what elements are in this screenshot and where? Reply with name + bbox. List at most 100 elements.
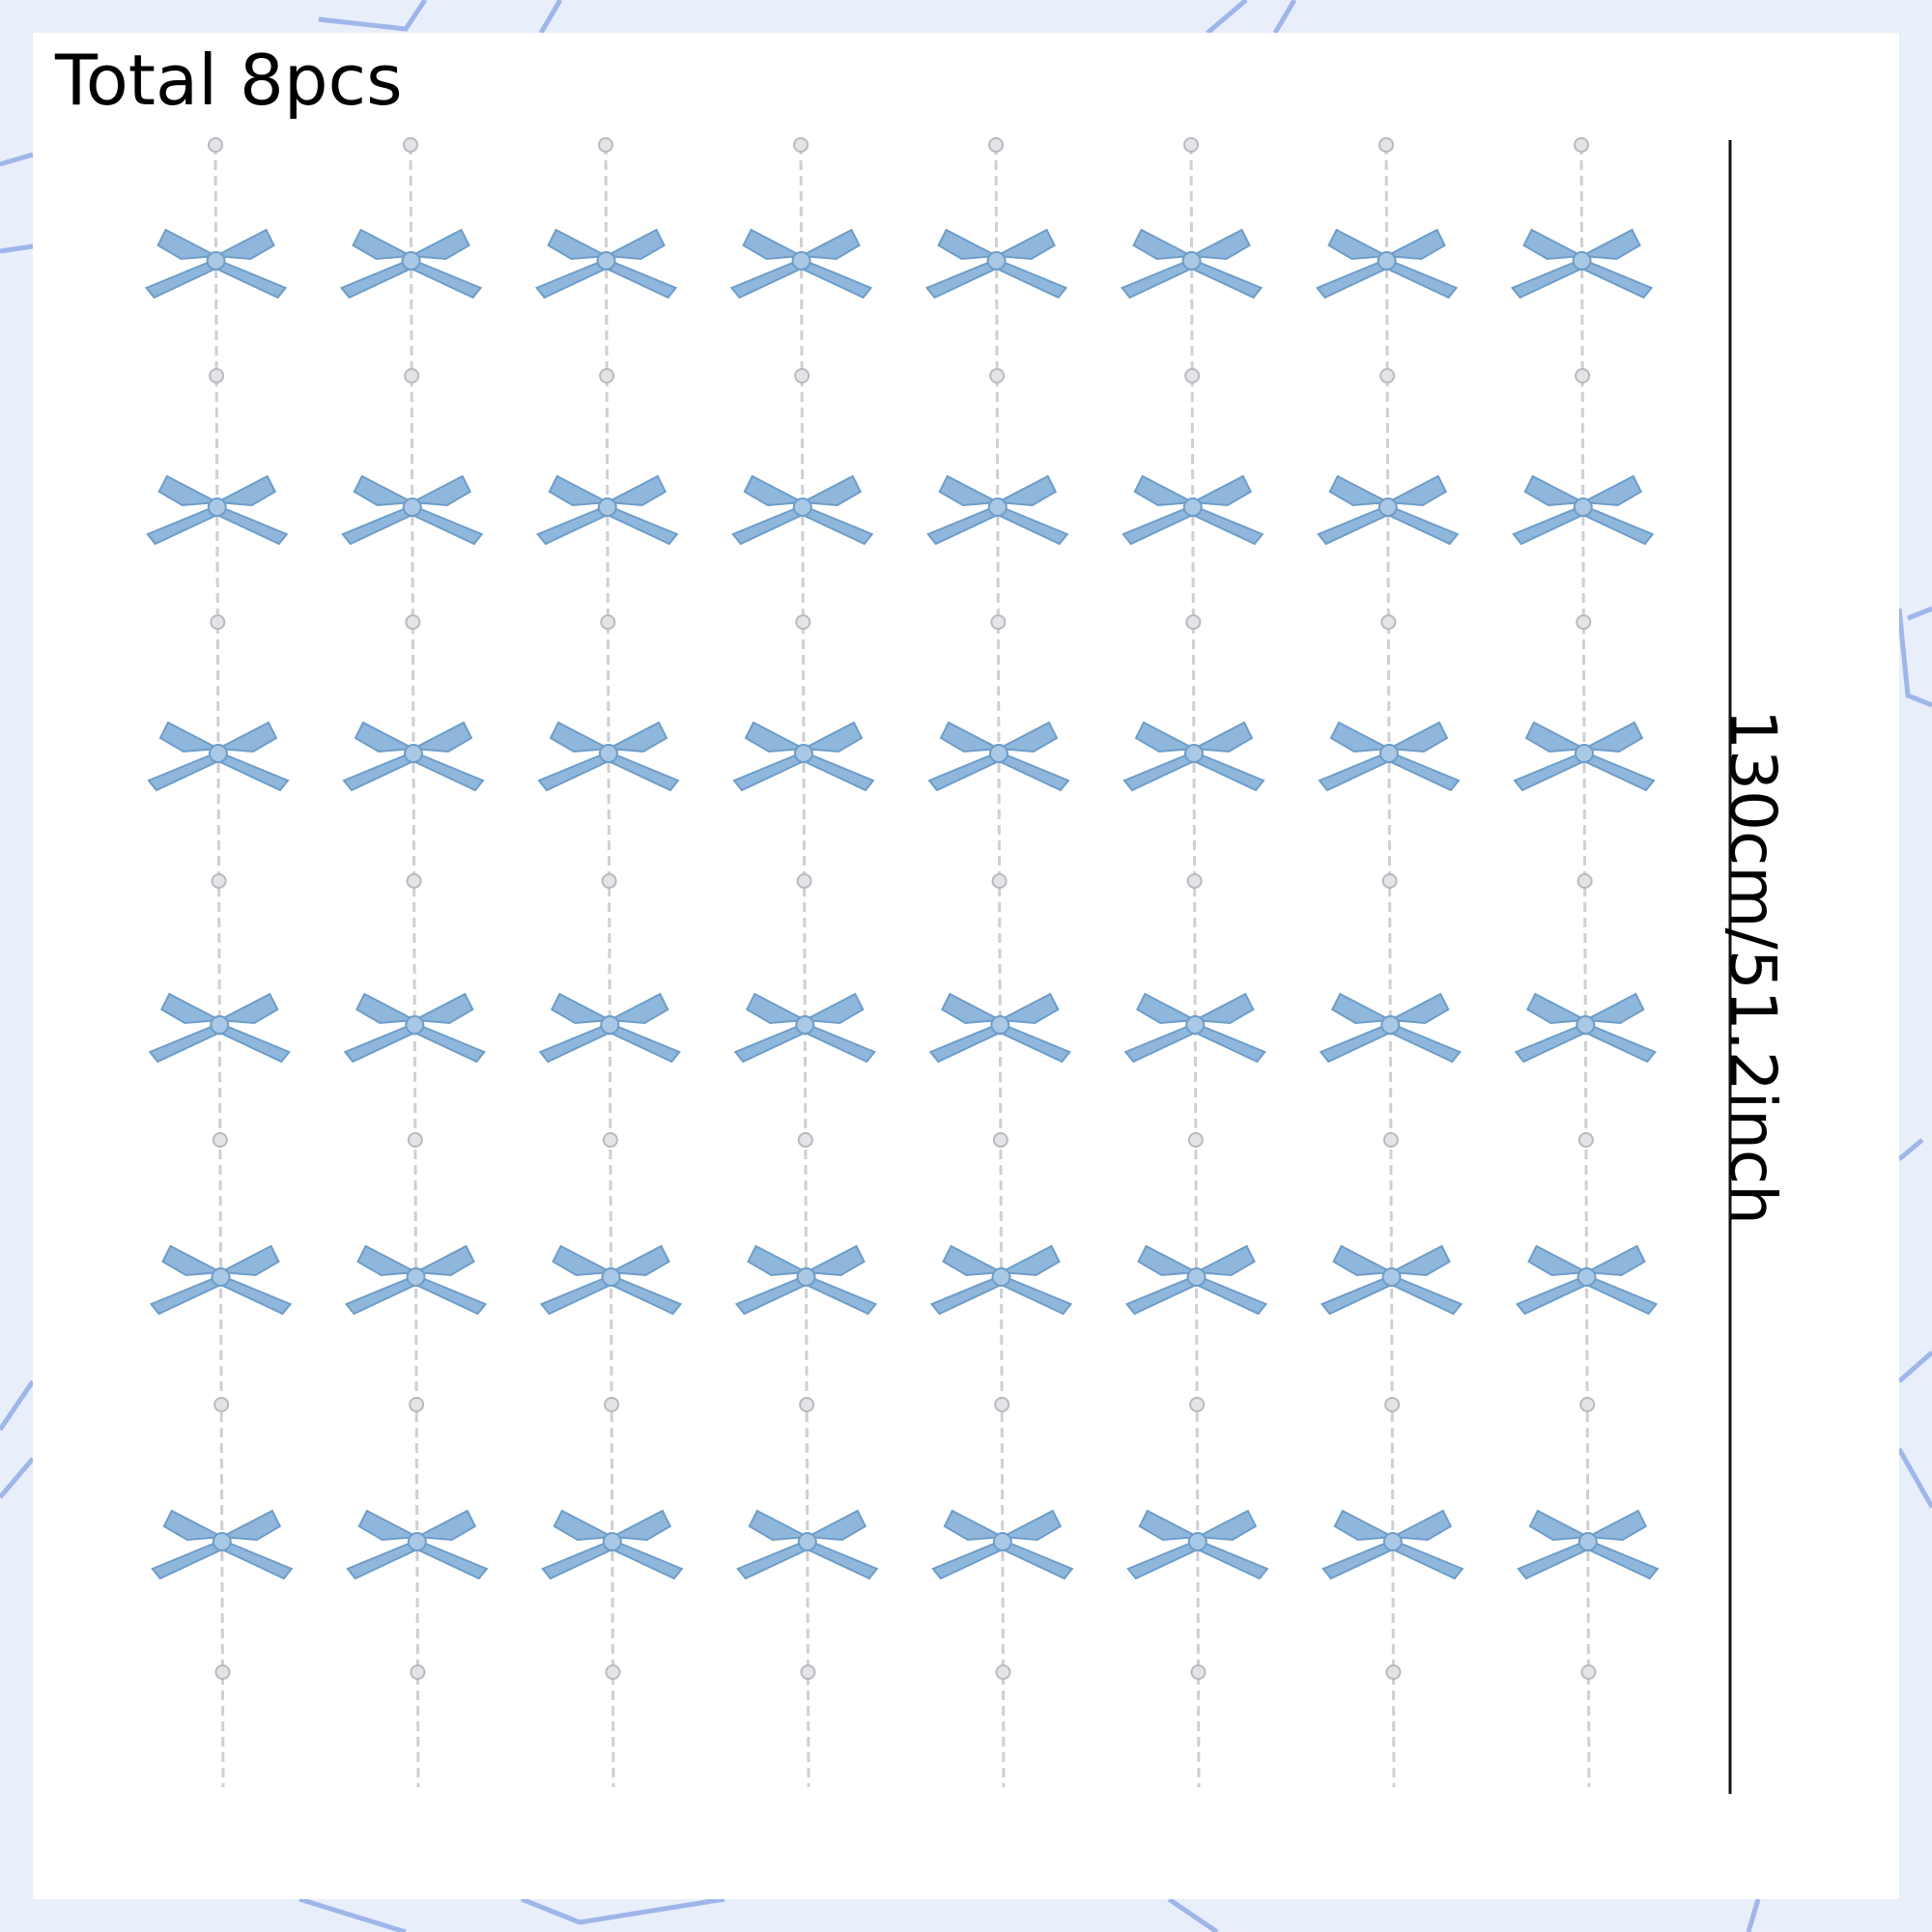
pearl: [407, 1132, 423, 1148]
pearl: [1187, 1132, 1204, 1148]
bow-knot: [208, 744, 228, 763]
bow: [732, 721, 875, 792]
bow-knot: [1187, 1532, 1208, 1551]
bow-knot: [991, 1267, 1011, 1287]
bow-knot: [402, 497, 422, 517]
pearl: [403, 137, 418, 153]
bow: [537, 721, 680, 792]
pearl: [1575, 368, 1591, 384]
pearl: [1579, 1397, 1596, 1412]
pearl: [605, 1664, 621, 1680]
bow-knot: [797, 1532, 817, 1551]
strand: [924, 137, 1074, 1788]
pearl: [410, 1664, 426, 1680]
pearl: [1576, 614, 1592, 630]
bow: [342, 721, 485, 792]
pearl: [1184, 368, 1201, 384]
strand: [339, 137, 489, 1788]
strand: [729, 137, 879, 1788]
bow: [344, 1244, 488, 1316]
bow-knot: [990, 1015, 1010, 1035]
pearl: [404, 368, 420, 384]
bow: [538, 992, 681, 1064]
pearl: [1183, 137, 1199, 153]
bow-knot: [401, 251, 421, 270]
bow-knot: [1185, 1015, 1206, 1035]
bow: [151, 1509, 294, 1580]
bow-knot: [212, 1532, 232, 1551]
bow: [1321, 1509, 1464, 1580]
bow-knot: [1381, 1267, 1402, 1287]
bow: [1122, 474, 1264, 546]
garland-strands: [144, 137, 1660, 1788]
pearl: [1580, 1664, 1597, 1680]
bow-knot: [795, 1015, 815, 1035]
strand: [1120, 137, 1269, 1788]
bow: [1318, 721, 1461, 792]
bow: [343, 992, 486, 1064]
pearl: [989, 368, 1006, 384]
bow: [931, 1509, 1074, 1580]
pearl: [1381, 873, 1398, 889]
white-panel: [33, 33, 1899, 1899]
pearl: [995, 1664, 1011, 1680]
bow: [1513, 721, 1656, 792]
bow-knot: [792, 497, 812, 517]
bow-knot: [1576, 1015, 1596, 1035]
bow-knot: [600, 1015, 620, 1035]
bow-knot: [601, 1267, 621, 1287]
bow-knot: [1382, 1532, 1403, 1551]
pearl: [990, 614, 1007, 630]
pearl: [793, 137, 809, 153]
bow-knot: [602, 1532, 622, 1551]
bow: [928, 992, 1071, 1064]
title: Total 8pcs: [54, 40, 403, 121]
pearl: [797, 1132, 813, 1148]
bow: [927, 721, 1070, 792]
bow-knot: [791, 251, 811, 270]
bow-knot: [1572, 251, 1592, 270]
pearl: [1378, 137, 1394, 153]
pearl: [1186, 873, 1203, 889]
bow: [339, 228, 483, 299]
bow: [731, 474, 874, 546]
bow: [1317, 474, 1460, 546]
pearl: [1379, 368, 1396, 384]
bow: [929, 1244, 1073, 1316]
bow: [1315, 228, 1459, 299]
pearl: [796, 873, 812, 889]
pearl: [1574, 137, 1589, 153]
bow-knot: [403, 744, 423, 763]
strand-thread: [1384, 144, 1396, 1788]
pearl: [405, 614, 421, 630]
bow: [1517, 1509, 1660, 1580]
bow-knot: [1182, 497, 1203, 517]
bow: [1122, 721, 1265, 792]
bow-knot: [1573, 497, 1593, 517]
pearl: [1382, 1132, 1399, 1148]
bow-knot: [1378, 497, 1398, 517]
pearl: [800, 1664, 816, 1680]
pearl: [1385, 1664, 1402, 1680]
bow: [536, 474, 679, 546]
bow: [144, 228, 288, 299]
bow-knot: [597, 497, 617, 517]
pearl: [1185, 614, 1202, 630]
pearl: [994, 1397, 1010, 1412]
pearl: [208, 137, 223, 153]
pearl: [210, 614, 226, 630]
bow: [534, 228, 678, 299]
bow-knot: [1186, 1267, 1207, 1287]
bow: [1123, 992, 1266, 1064]
pearl: [406, 873, 422, 889]
pearl: [599, 368, 615, 384]
strand-thread: [1579, 144, 1591, 1788]
bow: [149, 1244, 293, 1316]
pearl: [409, 1397, 425, 1412]
pearl: [214, 1664, 231, 1680]
bow-knot: [598, 744, 618, 763]
bow-knot: [206, 251, 226, 270]
pearl: [1577, 1132, 1594, 1148]
bow-knot: [207, 497, 227, 517]
